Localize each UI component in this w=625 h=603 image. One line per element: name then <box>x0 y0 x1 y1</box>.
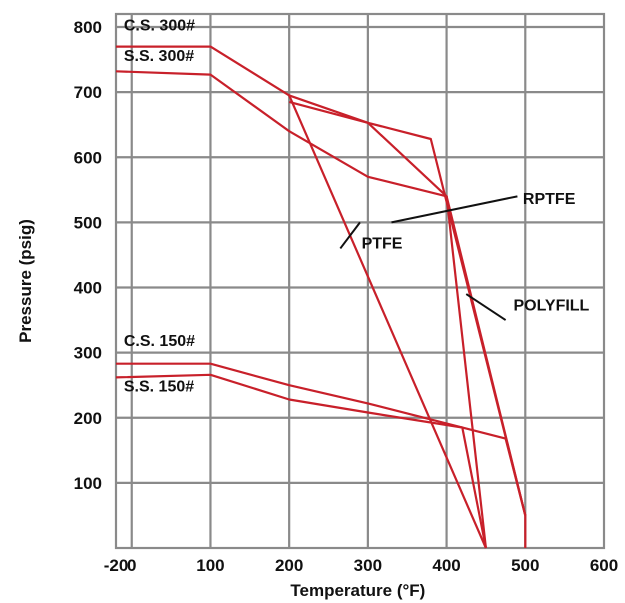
rating-curve-1 <box>116 45 487 549</box>
y-tick-label: 300 <box>74 344 102 363</box>
x-tick-label: 600 <box>590 556 618 575</box>
curves <box>115 45 527 549</box>
y-tick-label: 100 <box>74 474 102 493</box>
annotation-label: C.S. 300# <box>124 17 195 34</box>
rating-curve-2 <box>115 70 487 549</box>
grid <box>114 12 606 550</box>
plot-frame <box>114 12 606 550</box>
x-tick-label: 200 <box>275 556 303 575</box>
x-tick-label: 500 <box>511 556 539 575</box>
annotation-labels: C.S. 300# S.S. 300# C.S. 150# S.S. 150# RPTF… <box>124 17 590 395</box>
annotation-label: S.S. 150# <box>124 379 194 396</box>
y-axis-title: Pressure (psig) <box>16 219 35 343</box>
x-axis-title: Temperature (°F) <box>290 581 425 600</box>
annotation-label: C.S. 150# <box>124 333 195 350</box>
annotation-label: RPTFE <box>523 191 576 208</box>
annotation-label: PTFE <box>362 235 403 252</box>
leader-line <box>339 221 361 250</box>
rating-curve-6 <box>115 373 487 549</box>
y-tick-label: 200 <box>74 409 102 428</box>
annotation-leaders <box>339 195 518 321</box>
y-tick-label: 800 <box>74 18 102 37</box>
leader-line <box>465 293 507 321</box>
y-tick-label: 700 <box>74 83 102 102</box>
annotation-label: S.S. 300# <box>124 48 194 65</box>
x-tick-label: 100 <box>196 556 224 575</box>
x-tick-label: 400 <box>432 556 460 575</box>
leader-line <box>391 195 518 224</box>
y-tick-label: 500 <box>74 213 102 232</box>
annotation-label: POLYFILL <box>513 297 589 314</box>
rating-curve-4 <box>288 94 527 516</box>
rating-curve-5 <box>116 362 527 516</box>
x-tick-label: 300 <box>354 556 382 575</box>
y-tick-label: 600 <box>74 148 102 167</box>
y-tick-label: 400 <box>74 279 102 298</box>
x-axis-ticks: -200 100 200 300 400 500 600 <box>104 556 618 575</box>
rating-curve-3 <box>288 100 527 548</box>
x-tick-label: -20 <box>104 556 129 575</box>
y-axis-ticks: 100 200 300 400 500 600 700 800 <box>74 18 102 493</box>
x-tick-label: 0 <box>127 556 136 575</box>
